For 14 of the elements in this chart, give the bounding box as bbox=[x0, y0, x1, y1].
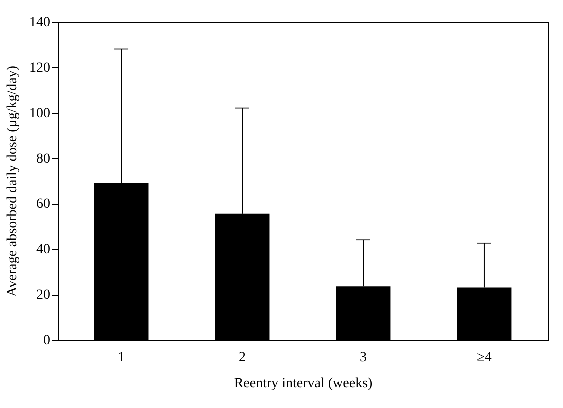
y-tick-label: 40 bbox=[36, 242, 50, 258]
x-tick-label: ≥4 bbox=[477, 350, 492, 366]
y-tick-label: 100 bbox=[30, 106, 50, 122]
y-tick-label: 20 bbox=[36, 288, 50, 304]
y-tick-label: 60 bbox=[36, 197, 50, 212]
x-tick-label: 2 bbox=[239, 350, 246, 366]
y-axis-title: Average absorbed daily dose (µg/kg/day) bbox=[6, 66, 20, 297]
y-tick-label: 120 bbox=[30, 60, 50, 76]
x-axis-title: Reentry interval (weeks) bbox=[234, 376, 374, 392]
y-tick-label: 140 bbox=[30, 16, 50, 30]
x-tick-label: 3 bbox=[360, 350, 367, 366]
y-tick-label: 0 bbox=[44, 334, 50, 348]
x-tick-label: 1 bbox=[118, 350, 126, 366]
y-tick-label: 80 bbox=[36, 152, 50, 167]
